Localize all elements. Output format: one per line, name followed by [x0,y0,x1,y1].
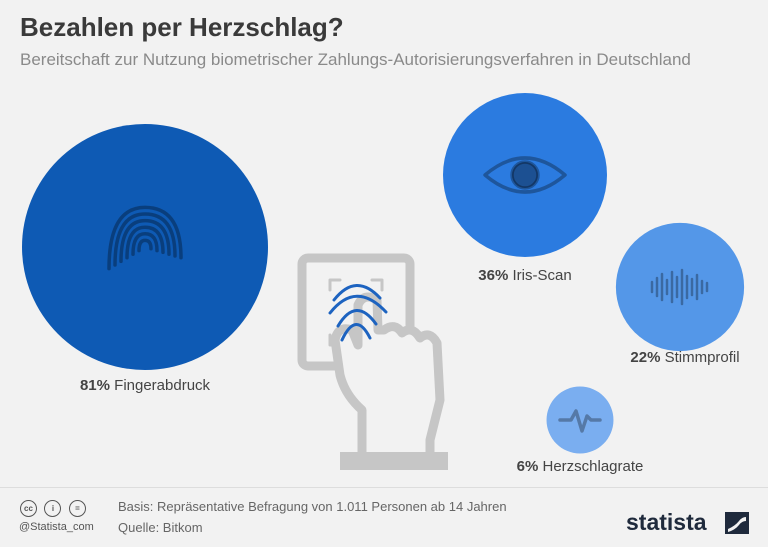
fingerprint-icon [107,205,183,271]
statista-logo: statista [626,509,707,535]
category-label: Herzschlagrate [538,458,643,475]
data-value: 81% [80,377,110,394]
no-derivatives-icon: = [68,500,86,518]
source-note: Quelle: Bitkom [118,520,203,535]
data-value: 6% [517,458,539,475]
bubble-herzschlagrate [546,386,614,454]
statista-logo-icon [725,512,749,534]
eye-icon [483,156,567,194]
category-label: Iris-Scan [508,267,571,284]
statista-handle: @Statista_com [19,521,94,533]
basis-note: Basis: Repräsentative Befragung von 1.01… [118,499,507,514]
data-label-fingerabdruck: 81% Fingerabdruck [80,377,211,394]
category-label: Fingerabdruck [110,377,211,394]
data-value: 22% [630,349,660,366]
attribution-icon: i [44,500,62,518]
soundwave-icon [650,268,709,306]
chart-title: Bezahlen per Herzschlag? [20,12,344,42]
hand-fingerprint-icon [328,284,388,342]
license-icons: cc i = [20,500,89,518]
cc-icon: cc [20,500,37,518]
chart-subtitle: Bereitschaft zur Nutzung biometrischer Z… [20,50,691,69]
bubble-stimmprofil [615,222,745,352]
category-label: Stimmprofil [660,349,739,366]
bubble-fingerabdruck [22,124,268,370]
hand-scanner-illustration [297,253,448,470]
heartbeat-icon [558,409,602,433]
data-label-herzschlagrate: 6% Herzschlagrate [517,458,644,475]
data-label-iris-scan: 36% Iris-Scan [478,267,571,284]
footer-divider [0,487,768,488]
data-label-stimmprofil: 22% Stimmprofil [630,349,739,366]
bubble-iris-scan [443,93,607,257]
data-value: 36% [478,267,508,284]
